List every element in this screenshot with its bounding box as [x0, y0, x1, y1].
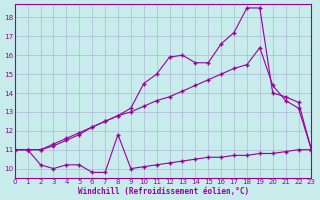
X-axis label: Windchill (Refroidissement éolien,°C): Windchill (Refroidissement éolien,°C)	[77, 187, 249, 196]
